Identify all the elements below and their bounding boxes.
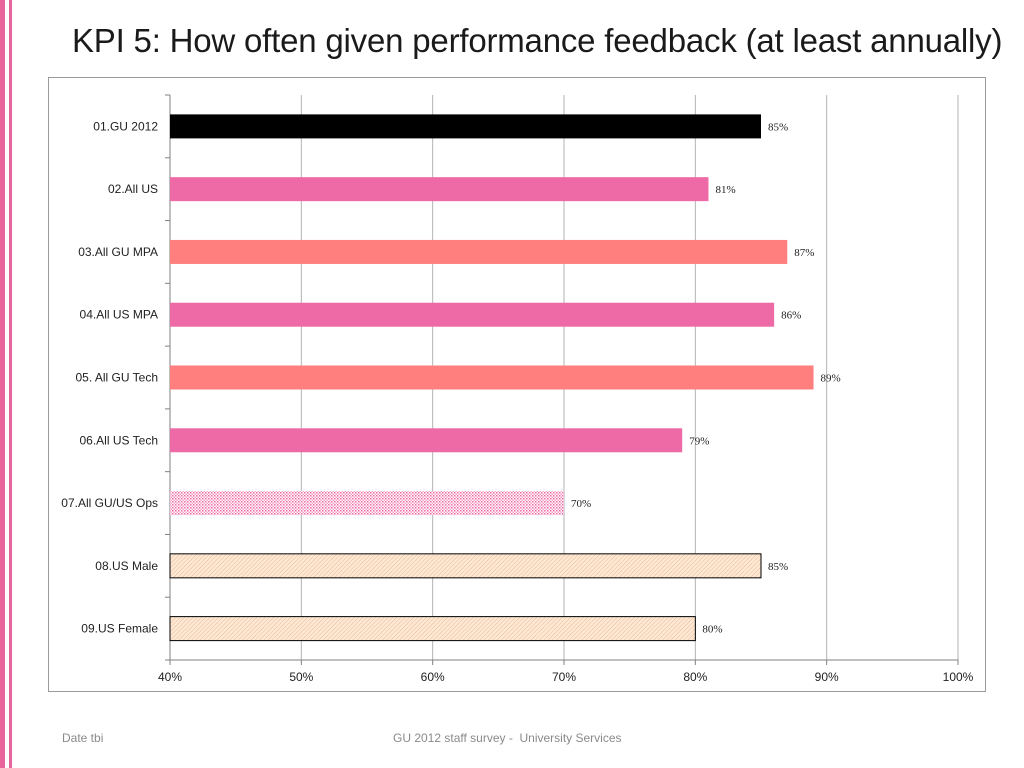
category-label: 09.US Female (81, 622, 158, 636)
data-label: 85% (768, 561, 788, 573)
category-label: 01.GU 2012 (93, 119, 158, 133)
footer-source: GU 2012 staff survey - University Servic… (393, 731, 622, 745)
bar (170, 365, 814, 390)
category-label: 07.All GU/US Ops (61, 496, 158, 510)
bar (170, 177, 709, 202)
category-label: 04.All US MPA (80, 308, 158, 322)
category-label: 05. All GU Tech (76, 371, 159, 385)
bar (169, 553, 762, 579)
data-label: 86% (781, 310, 801, 322)
bar (170, 114, 761, 139)
bar (170, 491, 564, 516)
category-label: 02.All US (108, 182, 158, 196)
data-label: 80% (702, 624, 722, 636)
x-tick-label: 50% (289, 670, 313, 684)
category-label: 03.All GU MPA (78, 245, 158, 259)
x-tick-label: 60% (421, 670, 445, 684)
x-tick-label: 70% (552, 670, 576, 684)
x-tick-label: 80% (683, 670, 707, 684)
accent-stripe-outer (0, 0, 5, 768)
bar (169, 616, 696, 642)
bar (170, 302, 775, 327)
data-label: 85% (768, 121, 788, 133)
accent-stripe-inner (9, 0, 12, 768)
data-label: 89% (821, 373, 841, 385)
x-tick-label: 100% (943, 670, 974, 684)
x-tick-label: 40% (158, 670, 182, 684)
x-tick-label: 90% (815, 670, 839, 684)
data-label: 70% (571, 498, 591, 510)
category-label: 06.All US Tech (80, 433, 159, 447)
chart-frame: 40% 50% 60% 70% 80% 90% 100% 01.GU 2012 85% 02.Al… (48, 77, 986, 692)
category-label: 08.US Male (95, 559, 158, 573)
footer-date: Date tbi (62, 731, 104, 745)
data-label: 79% (689, 435, 709, 447)
bar (170, 428, 683, 453)
data-label: 81% (715, 184, 735, 196)
data-label: 87% (794, 247, 814, 259)
bar (170, 239, 788, 264)
bar-chart: 40% 50% 60% 70% 80% 90% 100% 01.GU 2012 85% 02.Al… (61, 94, 974, 684)
page-title: KPI 5: How often given performance feedb… (72, 22, 1003, 59)
